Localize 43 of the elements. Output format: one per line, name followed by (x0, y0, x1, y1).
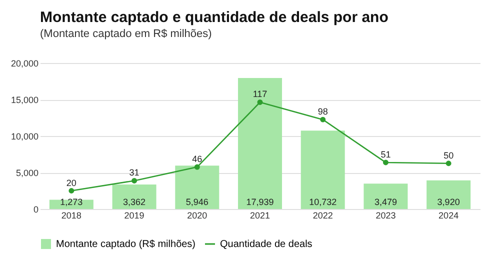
data-label: 20 (66, 178, 76, 188)
chart-title: Montante captado e quantidade de deals por ano (40, 9, 388, 26)
bar (300, 130, 345, 209)
data-label: 3,479 (374, 197, 397, 207)
point (320, 116, 326, 122)
bar (426, 180, 471, 209)
data-label: 98 (318, 106, 328, 117)
x-tick-label: 2023 (376, 210, 396, 220)
point (382, 160, 388, 166)
bar (364, 184, 408, 209)
chart-subtitle: (Montante captado em R$ milhões) (40, 28, 212, 40)
point (194, 164, 200, 170)
point (132, 178, 138, 184)
data-label: 17,939 (246, 197, 274, 207)
y-tick-label: 15,000 (10, 95, 38, 105)
x-tick-label: 2020 (187, 210, 208, 220)
data-label: 1,273 (60, 197, 83, 207)
point (68, 188, 74, 194)
y-tick-label: 20,000 (10, 58, 38, 68)
y-tick-label: 10,000 (10, 132, 38, 142)
data-label: 3,362 (123, 197, 146, 207)
point (446, 160, 452, 166)
x-tick-label: 2024 (438, 210, 459, 220)
data-label: 50 (444, 150, 454, 160)
bar (175, 166, 220, 209)
x-tick-label: 2019 (124, 210, 144, 220)
x-tick-label: 2021 (250, 210, 270, 220)
data-label: 51 (380, 149, 391, 160)
x-tick-label: 2018 (61, 210, 82, 220)
data-label: 31 (129, 168, 140, 178)
x-tick-label: 2022 (312, 210, 333, 220)
data-label: 117 (252, 89, 268, 100)
y-tick-label: 5,000 (16, 168, 38, 178)
legend-label: Quantidade de deals (220, 239, 312, 250)
data-label: 10,732 (309, 197, 337, 207)
data-label: 3,920 (437, 197, 460, 207)
bar (112, 184, 156, 209)
data-label: 46 (192, 154, 202, 164)
point (257, 100, 263, 105)
data-label: 5,946 (186, 197, 208, 207)
y-tick-label: 0 (33, 204, 38, 214)
legend-label: Montante captado (R$ milhões) (56, 239, 196, 250)
bar (238, 78, 282, 209)
